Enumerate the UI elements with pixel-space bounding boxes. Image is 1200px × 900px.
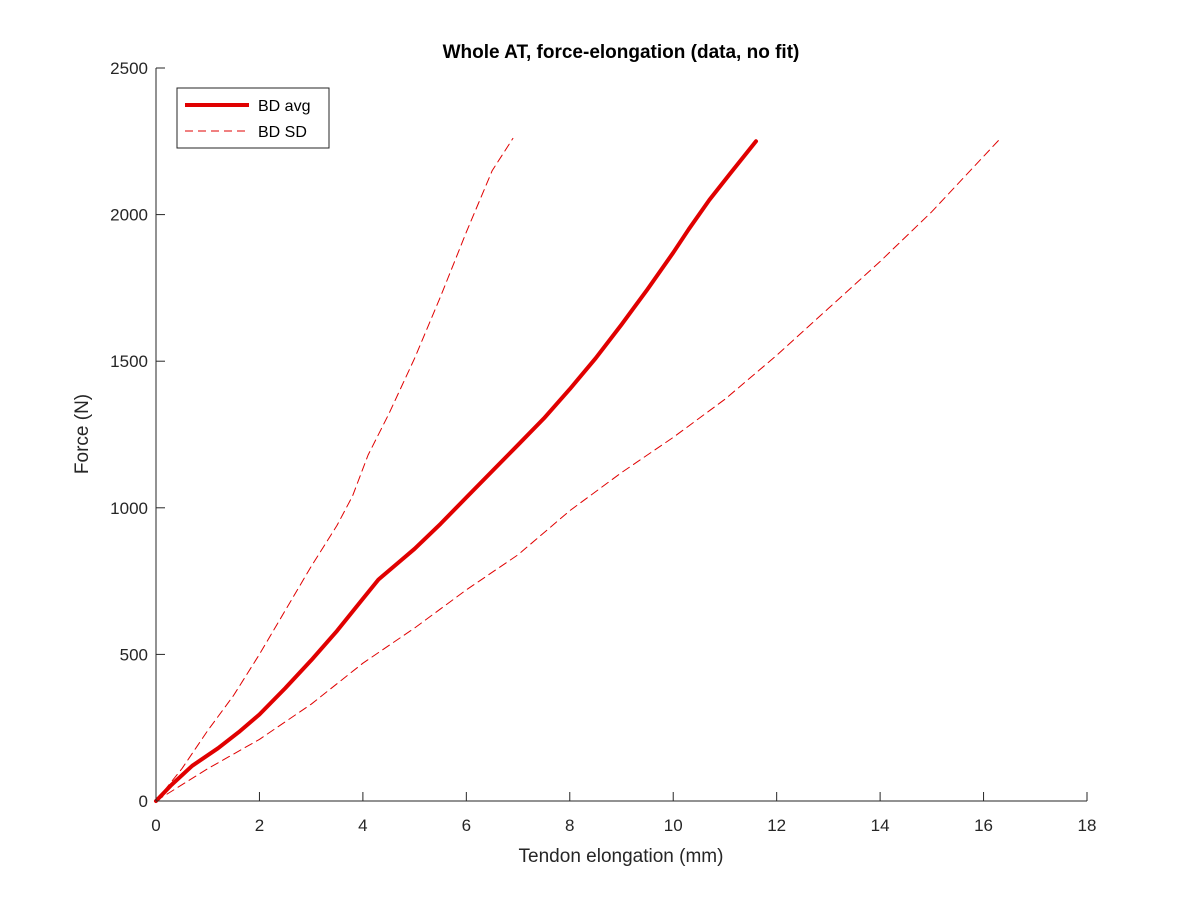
legend-label-bd-sd: BD SD	[258, 124, 307, 141]
x-tick-label: 16	[974, 816, 993, 835]
y-tick-label: 500	[120, 645, 148, 664]
x-tick-label: 0	[151, 816, 160, 835]
x-tick-label: 6	[462, 816, 471, 835]
y-tick-label: 2000	[110, 206, 148, 225]
x-tick-label: 4	[358, 816, 367, 835]
y-tick-label: 1500	[110, 352, 148, 371]
y-tick-label: 0	[139, 792, 148, 811]
y-tick-label: 1000	[110, 499, 148, 518]
legend-box	[176, 87, 330, 149]
series-line-0	[154, 139, 758, 803]
y-axis-label: Force (N)	[72, 394, 93, 474]
x-tick-label: 14	[871, 816, 890, 835]
series-line-1	[155, 137, 514, 802]
x-tick-label: 2	[255, 816, 264, 835]
legend-label-bd-avg: BD avg	[258, 98, 310, 115]
x-axis-label: Tendon elongation (mm)	[519, 846, 724, 867]
axes: 0 2 4 6 8 10 12 14 16 18 0 500 1000 1500 2000 2500	[110, 59, 1096, 835]
legend: BD avg BD SD	[176, 87, 330, 149]
chart-title: Whole AT, force-elongation (data, no fit…	[443, 42, 800, 63]
series-line-2	[155, 139, 1000, 802]
plot-area	[154, 137, 1000, 803]
x-tick-label: 12	[767, 816, 786, 835]
x-tick-label: 8	[565, 816, 574, 835]
x-tick-label: 18	[1078, 816, 1097, 835]
x-tick-label: 10	[664, 816, 683, 835]
y-tick-label: 2500	[110, 59, 148, 78]
